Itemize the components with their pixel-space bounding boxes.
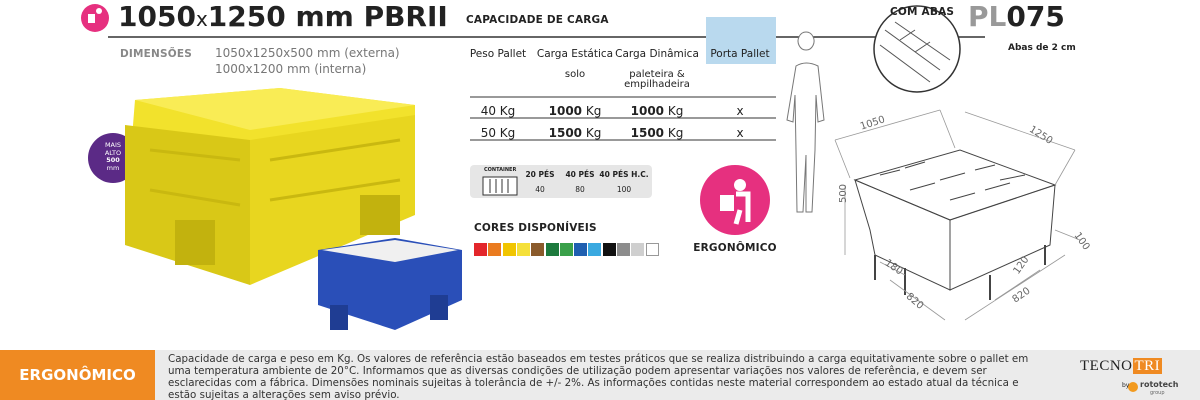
column-header: Carga Dinâmica	[615, 48, 699, 60]
color-swatch	[545, 243, 559, 256]
cell-unit: Kg	[585, 104, 602, 118]
container-header: 40 PÉS	[565, 170, 595, 179]
blue-pallet-photo	[318, 238, 462, 330]
ergonomic-label: ERGONÔMICO	[693, 242, 777, 254]
badge-line: mm	[106, 163, 120, 172]
icon-glyph	[96, 8, 102, 14]
table-cell: 1000 Kg	[607, 104, 707, 118]
icon-glyph	[88, 14, 95, 23]
color-swatch	[559, 243, 573, 256]
badge-line: 500	[106, 156, 120, 164]
partner-logo	[1128, 382, 1138, 392]
cell-value: 1500	[548, 126, 583, 140]
column-header: Peso Pallet	[469, 48, 527, 60]
column-header: Carga Estática	[536, 48, 614, 60]
color-swatch	[631, 243, 645, 256]
title-part: 1250 mm	[207, 0, 354, 33]
ergonomic-glyph	[734, 179, 746, 191]
container-icon	[489, 179, 509, 193]
cell-value: 1000	[630, 104, 665, 118]
dimension-external: 1050x1250x500 mm (externa)	[215, 46, 400, 60]
ergonomic-glyph	[733, 191, 751, 225]
variant-note: Abas de 2 cm	[1008, 43, 1076, 53]
container-value: 40	[535, 185, 545, 194]
footer-bg	[155, 350, 1200, 400]
cell-text: 50 Kg	[480, 126, 516, 140]
column-note: solo	[564, 69, 586, 80]
dimension-lines	[834, 109, 1081, 321]
capacity-title: CAPACIDADE DE CARGA	[466, 14, 609, 26]
table-cell: x	[690, 126, 790, 140]
brand-logo: TECNO TRI	[1080, 358, 1163, 375]
color-swatch	[602, 243, 616, 256]
color-swatch	[531, 243, 545, 256]
cell-unit: Kg	[667, 104, 684, 118]
dimension-internal: 1000x1200 mm (interna)	[215, 62, 367, 76]
brand-by: by	[1122, 382, 1130, 389]
cell-unit: Kg	[585, 126, 602, 140]
cell-unit: Kg	[667, 126, 684, 140]
ergonomic-icon	[700, 165, 770, 235]
colors-title: CORES DISPONÍVEIS	[474, 222, 597, 234]
dimensions-label: DIMENSÕES	[120, 48, 193, 60]
table-cell: 1000 Kg	[525, 104, 625, 118]
color-swatch	[588, 243, 602, 256]
badge-line: ALTO	[104, 148, 122, 157]
color-swatch	[488, 243, 502, 256]
detail-circle	[873, 5, 961, 93]
porta-pallet-highlight	[706, 17, 776, 64]
badge-line: MAIS	[104, 141, 122, 149]
technical-drawing	[853, 149, 1057, 300]
ergonomic-glyph	[720, 195, 734, 211]
container-header: 40 PÉS H.C.	[599, 170, 649, 179]
variant: COM ABAS	[890, 6, 955, 18]
column-note: paleteira & empilhadeira	[624, 69, 690, 90]
model: PBRII	[363, 0, 448, 33]
cell-text: 40 Kg	[480, 104, 516, 118]
table-cell: x	[690, 104, 790, 118]
color-swatch	[574, 243, 588, 256]
title-part: x	[195, 7, 208, 31]
container-header: 20 PÉS	[525, 170, 555, 179]
partner-sub: group	[1150, 390, 1165, 396]
cell-text: x	[736, 126, 744, 140]
dimension-label: 500	[838, 183, 850, 204]
container-label: CONTAINER	[484, 167, 517, 173]
cell-text: x	[736, 104, 744, 118]
cell-value: 1500	[630, 126, 665, 140]
table-cell: 40 Kg	[448, 104, 548, 118]
table-cell: 50 Kg	[448, 126, 548, 140]
height-badge-text: MAIS ALTO 500 mm	[88, 141, 138, 172]
color-swatch	[474, 243, 487, 256]
column-header: Porta Pallet	[710, 48, 770, 60]
table-cell: 1500 Kg	[607, 126, 707, 140]
color-swatch	[645, 243, 659, 256]
footer-tag: ERGONÔMICO	[19, 366, 136, 384]
brand-part: TRI	[1132, 358, 1163, 374]
code-number: 075	[1006, 0, 1065, 33]
title: 1050x1250 mm PBRII	[118, 0, 448, 33]
brand-part: TECNO	[1080, 358, 1133, 374]
product-code: PL075	[968, 0, 1065, 33]
color-swatch	[617, 243, 630, 256]
code-prefix: PL	[968, 0, 1007, 33]
human-silhouette	[786, 31, 825, 213]
disclaimer: Capacidade de carga e peso em Kg. Os val…	[168, 353, 1029, 400]
title-part: 1050	[118, 0, 196, 33]
color-swatch	[516, 243, 530, 256]
partner-name: rototech	[1140, 380, 1179, 389]
footer-tag-bg	[0, 350, 155, 400]
container-value: 100	[616, 185, 632, 194]
cell-value: 1000	[548, 104, 583, 118]
table-cell: 1500 Kg	[525, 126, 625, 140]
container-value: 80	[575, 185, 585, 194]
color-swatch	[502, 243, 516, 256]
yellow-pallet-photo	[125, 88, 415, 285]
